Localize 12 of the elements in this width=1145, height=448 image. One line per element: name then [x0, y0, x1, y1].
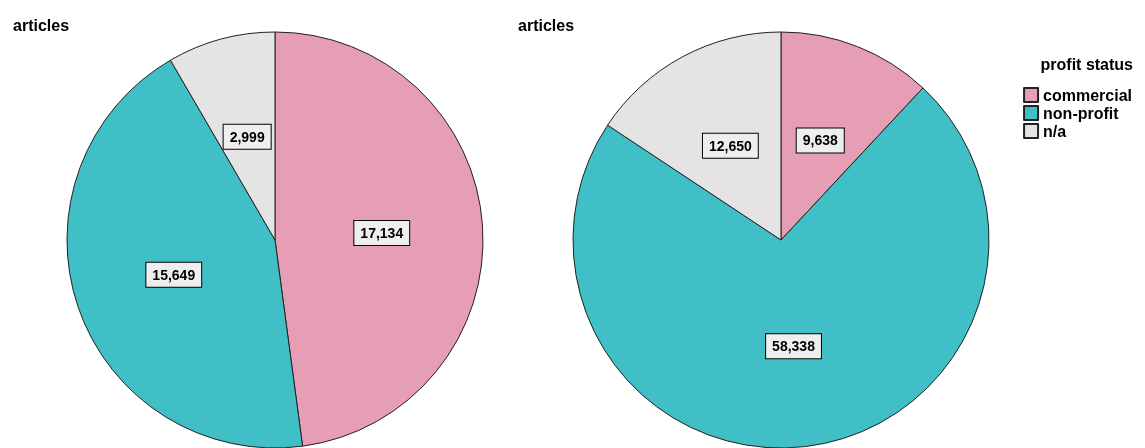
- data-label: 12,650: [708, 137, 752, 154]
- data-label: 58,338: [772, 338, 816, 355]
- chart-title: articles: [13, 16, 70, 34]
- data-label: 17,134: [360, 224, 404, 241]
- legend-label: commercial: [1043, 86, 1132, 104]
- legend-title: profit status: [1040, 55, 1134, 73]
- data-label: 2,999: [229, 128, 265, 145]
- data-label: 9,638: [802, 132, 838, 149]
- chart-title: articles: [518, 16, 575, 34]
- legend-label: n/a: [1043, 122, 1067, 140]
- legend-label: non-profit: [1043, 104, 1120, 122]
- data-label: 15,649: [152, 266, 196, 283]
